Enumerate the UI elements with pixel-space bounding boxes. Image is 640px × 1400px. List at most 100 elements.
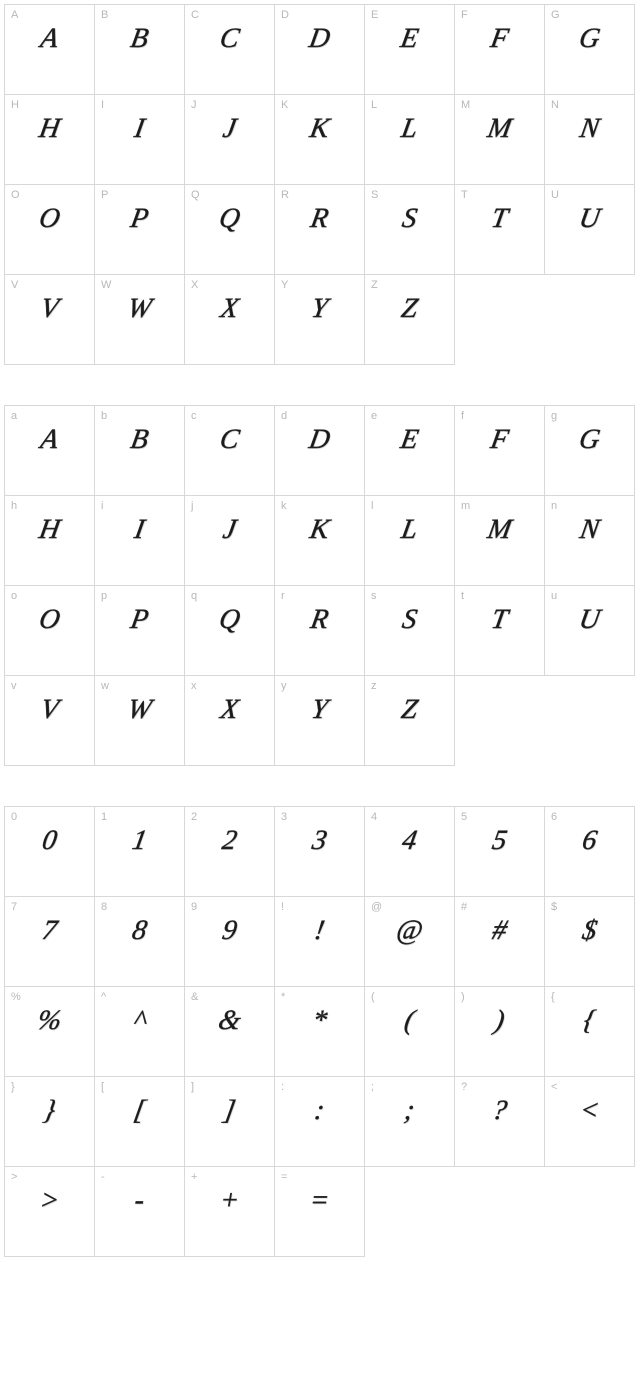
glyph-label: Z [371, 279, 378, 291]
glyph-preview: V [3, 696, 97, 724]
glyph-cell: BB [95, 5, 185, 95]
glyph-label: 7 [11, 901, 17, 913]
glyph-preview: I [93, 516, 187, 544]
glyph-preview: % [3, 1007, 97, 1035]
glyph-cell: << [545, 1077, 635, 1167]
glyph-label: X [191, 279, 198, 291]
glyph-label: W [101, 279, 111, 291]
glyph-preview: 3 [273, 827, 367, 855]
glyph-label: ( [371, 991, 375, 1003]
glyph-label: # [461, 901, 467, 913]
glyph-preview: 7 [3, 917, 97, 945]
glyph-preview: S [363, 205, 457, 233]
glyph-preview: 2 [183, 827, 277, 855]
glyph-cell: yY [275, 676, 365, 766]
glyph-preview: - [93, 1187, 187, 1215]
glyph-cell: 00 [5, 807, 95, 897]
section-uppercase: AABBCCDDEEFFGGHHIIJJKKLLMMNNOOPPQQRRSSTT… [4, 4, 636, 365]
glyph-preview: [ [93, 1097, 187, 1125]
glyph-cell: MM [455, 95, 545, 185]
glyph-preview: N [543, 516, 637, 544]
glyph-cell: XX [185, 275, 275, 365]
glyph-preview: K [273, 516, 367, 544]
glyph-label: % [11, 991, 21, 1003]
glyph-preview: Z [363, 696, 457, 724]
glyph-cell: 88 [95, 897, 185, 987]
glyph-preview: L [363, 516, 457, 544]
glyph-label: ! [281, 901, 284, 913]
glyph-preview: A [3, 25, 97, 53]
glyph-preview: C [183, 25, 277, 53]
glyph-label: c [191, 410, 197, 422]
glyph-cell: VV [5, 275, 95, 365]
glyph-cell: TT [455, 185, 545, 275]
glyph-label: J [191, 99, 197, 111]
glyph-label: v [11, 680, 17, 692]
glyph-preview: A [3, 426, 97, 454]
glyph-preview: } [3, 1097, 97, 1125]
glyph-label: r [281, 590, 285, 602]
glyph-preview: 1 [93, 827, 187, 855]
glyph-cell: cC [185, 406, 275, 496]
glyph-preview: X [183, 696, 277, 724]
glyph-preview: ; [363, 1097, 457, 1125]
glyph-cell: qQ [185, 586, 275, 676]
glyph-preview: : [273, 1097, 367, 1125]
glyph-cell: -- [95, 1167, 185, 1257]
glyph-cell: $$ [545, 897, 635, 987]
glyph-preview: & [183, 1007, 277, 1035]
glyph-cell: oO [5, 586, 95, 676]
glyph-label: E [371, 9, 378, 21]
glyph-preview: 0 [3, 827, 97, 855]
glyph-cell: wW [95, 676, 185, 766]
glyph-preview: G [543, 426, 637, 454]
glyph-cell: JJ [185, 95, 275, 185]
glyph-preview: $ [543, 917, 637, 945]
glyph-cell: nN [545, 496, 635, 586]
section-lowercase: aAbBcCdDeEfFgGhHiIjJkKlLmMnNoOpPqQrRsStT… [4, 405, 636, 766]
glyph-label: G [551, 9, 560, 21]
glyph-label: B [101, 9, 108, 21]
glyph-label: e [371, 410, 377, 422]
glyph-preview: { [543, 1007, 637, 1035]
glyph-label: < [551, 1081, 557, 1093]
glyph-cell: fF [455, 406, 545, 496]
glyph-preview: Q [183, 606, 277, 634]
glyph-cell: && [185, 987, 275, 1077]
glyph-label: H [11, 99, 19, 111]
glyph-cell: LL [365, 95, 455, 185]
glyph-label: p [101, 590, 107, 602]
glyph-preview: S [363, 606, 457, 634]
glyph-preview: Q [183, 205, 277, 233]
glyph-label: & [191, 991, 198, 1003]
glyph-preview: # [453, 917, 547, 945]
glyph-preview: T [453, 205, 547, 233]
glyph-label: f [461, 410, 464, 422]
glyph-label: q [191, 590, 197, 602]
glyph-cell: 77 [5, 897, 95, 987]
glyph-cell: ++ [185, 1167, 275, 1257]
glyph-label: A [11, 9, 18, 21]
glyph-label: D [281, 9, 289, 21]
glyph-label: $ [551, 901, 557, 913]
glyph-label: n [551, 500, 557, 512]
glyph-preview: I [93, 115, 187, 143]
glyph-cell: [[ [95, 1077, 185, 1167]
glyph-label: y [281, 680, 287, 692]
glyph-preview: Y [273, 295, 367, 323]
glyph-cell: {{ [545, 987, 635, 1077]
glyph-label: 3 [281, 811, 287, 823]
glyph-preview: ) [453, 1007, 547, 1035]
glyph-cell: UU [545, 185, 635, 275]
glyph-label: L [371, 99, 377, 111]
glyph-label: i [101, 500, 103, 512]
glyph-preview: J [183, 516, 277, 544]
glyph-label: k [281, 500, 287, 512]
glyph-label: S [371, 189, 378, 201]
glyph-cell: tT [455, 586, 545, 676]
glyph-label: a [11, 410, 17, 422]
glyph-label: z [371, 680, 377, 692]
glyph-preview: O [3, 205, 97, 233]
glyph-preview: @ [363, 917, 457, 945]
glyph-label: @ [371, 901, 382, 913]
